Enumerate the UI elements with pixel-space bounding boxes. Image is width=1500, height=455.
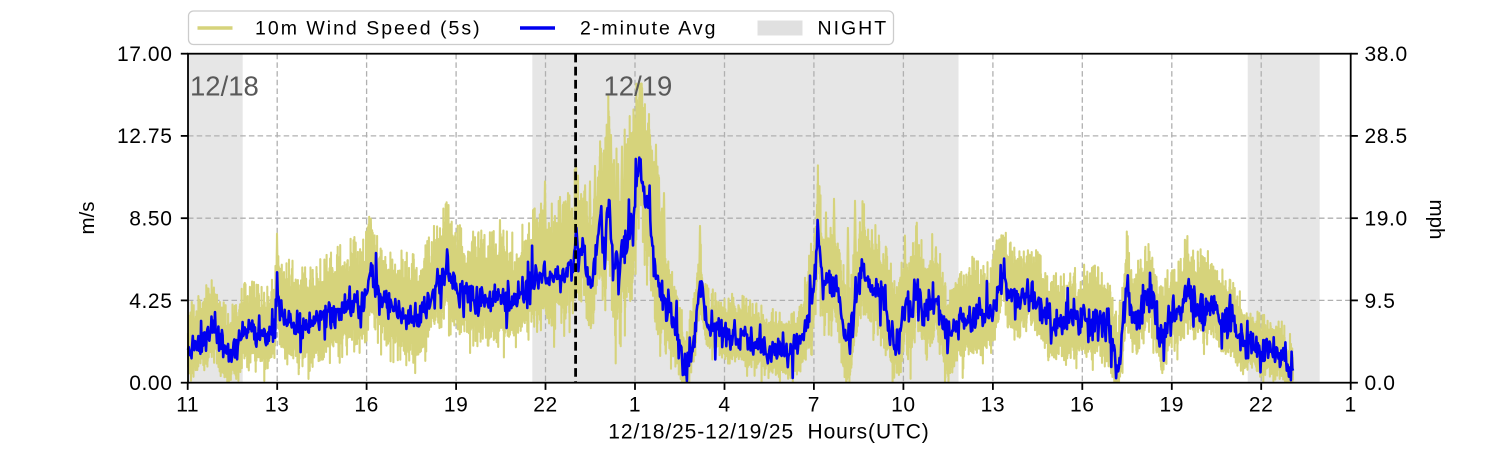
svg-text:28.5: 28.5 (1365, 125, 1408, 148)
svg-text:17.00: 17.00 (117, 43, 173, 66)
svg-text:22: 22 (1249, 394, 1274, 417)
svg-text:19: 19 (444, 394, 469, 417)
svg-text:9.5: 9.5 (1365, 290, 1396, 313)
svg-text:38.0: 38.0 (1365, 43, 1408, 66)
svg-text:16: 16 (1070, 394, 1095, 417)
svg-text:12/18: 12/18 (190, 71, 259, 102)
svg-text:0.00: 0.00 (129, 372, 172, 395)
svg-text:mph: mph (1425, 200, 1448, 240)
svg-text:19: 19 (1160, 394, 1185, 417)
svg-text:1: 1 (1345, 394, 1357, 417)
svg-text:8.50: 8.50 (129, 208, 172, 231)
svg-text:19.0: 19.0 (1365, 208, 1408, 231)
svg-text:13: 13 (981, 394, 1006, 417)
svg-text:12.75: 12.75 (117, 125, 173, 148)
svg-text:13: 13 (265, 394, 290, 417)
svg-text:22: 22 (533, 394, 558, 417)
svg-text:11: 11 (176, 394, 199, 417)
svg-text:m/s: m/s (76, 201, 99, 234)
svg-text:10m Wind Speed (5s): 10m Wind Speed (5s) (255, 18, 482, 40)
svg-text:7: 7 (808, 394, 820, 417)
svg-text:16: 16 (354, 394, 379, 417)
svg-text:12/19: 12/19 (604, 71, 673, 102)
svg-text:4: 4 (718, 394, 730, 417)
svg-text:12/18/25-12/19/25 Hours(UTC): 12/18/25-12/19/25 Hours(UTC) (608, 421, 929, 444)
svg-text:4.25: 4.25 (129, 290, 172, 313)
svg-text:2-minute Avg: 2-minute Avg (580, 18, 717, 40)
svg-text:0.0: 0.0 (1365, 372, 1396, 395)
svg-text:1: 1 (629, 394, 641, 417)
svg-text:NIGHT: NIGHT (818, 18, 889, 40)
svg-text:10: 10 (891, 394, 916, 417)
